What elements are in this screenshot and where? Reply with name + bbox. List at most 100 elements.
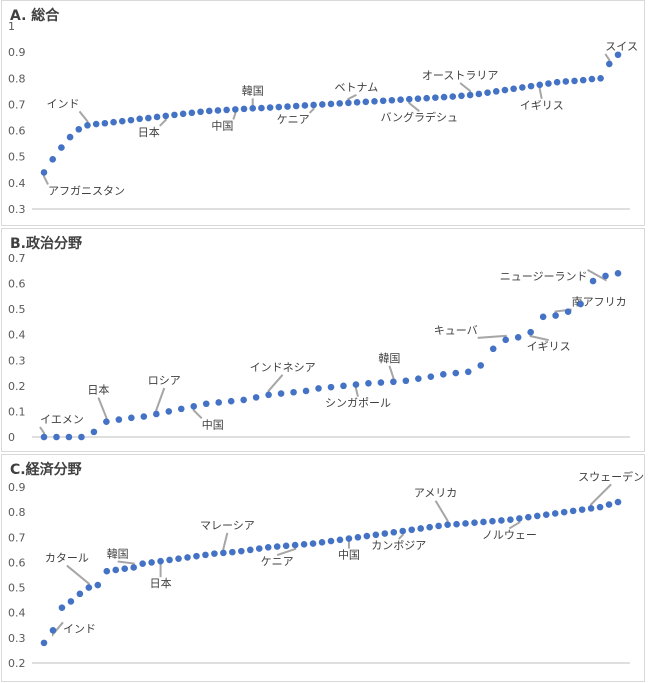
data-point — [414, 95, 422, 102]
data-point — [66, 133, 74, 141]
data-point — [284, 103, 291, 110]
data-point — [569, 507, 577, 515]
y-tick-label: 0.1 — [8, 405, 26, 418]
panel-title: B.政治分野 — [10, 236, 82, 252]
data-point — [264, 544, 272, 551]
data-point — [501, 86, 509, 94]
y-tick-label: 0.4 — [8, 177, 26, 190]
y-tick-label: 0.4 — [8, 329, 26, 342]
data-point — [215, 399, 222, 406]
data-point — [118, 117, 126, 125]
data-point — [252, 394, 260, 401]
data-point — [489, 345, 497, 353]
data-point — [112, 566, 120, 574]
data-point — [121, 565, 129, 573]
annotation-label: アフガニスタン — [48, 184, 125, 197]
data-point — [475, 90, 483, 98]
data-point — [229, 548, 236, 556]
data-point — [40, 433, 48, 441]
y-tick-label: 0.3 — [8, 632, 26, 645]
data-point — [507, 516, 514, 523]
data-point — [309, 540, 317, 547]
data-point — [462, 520, 469, 527]
annotation-label: スウェーデン — [578, 469, 644, 483]
data-point — [466, 91, 474, 99]
data-point — [502, 336, 509, 344]
annotation-label: オーストラリア — [422, 69, 498, 82]
data-point — [440, 371, 447, 378]
annotation-leader-line — [66, 564, 90, 588]
data-point — [202, 400, 210, 408]
data-point — [214, 107, 222, 114]
annotation-label: 韓国 — [107, 547, 129, 560]
annotation-label: カタール — [45, 552, 89, 565]
y-tick-label: 0.8 — [8, 506, 26, 519]
data-point — [302, 387, 310, 395]
data-point — [220, 549, 227, 557]
data-point — [153, 113, 161, 121]
data-point — [49, 156, 56, 163]
data-point — [390, 528, 398, 536]
data-point — [171, 111, 178, 119]
data-point — [597, 74, 604, 82]
panel-title: A. 総合 — [10, 8, 60, 24]
data-point — [536, 81, 544, 89]
data-point — [596, 503, 604, 511]
data-point — [166, 556, 173, 564]
data-point — [388, 96, 396, 104]
data-point — [379, 97, 387, 105]
annotation-leader-line — [477, 334, 507, 340]
annotation-label: ベトナム — [335, 81, 379, 94]
annotation-label: 日本 — [87, 383, 109, 397]
data-point — [578, 506, 586, 513]
data-point — [602, 272, 609, 280]
y-tick-label: 0 — [8, 431, 15, 444]
y-tick-label: 0.7 — [8, 252, 26, 265]
y-tick-label: 0.5 — [8, 303, 26, 316]
annotation-label: ケニア — [277, 113, 310, 126]
y-tick-label: 0.8 — [8, 72, 26, 85]
annotation-label: イギリス — [527, 340, 571, 353]
data-point — [477, 362, 485, 369]
data-point — [449, 93, 457, 100]
data-point — [551, 510, 559, 517]
y-tick-label: 0.9 — [8, 46, 26, 59]
data-point — [190, 403, 198, 410]
annotation-label: 南アフリカ — [572, 296, 627, 309]
data-point — [527, 328, 534, 336]
data-point — [579, 76, 587, 84]
data-point — [65, 433, 73, 441]
data-point — [184, 554, 191, 561]
data-point — [205, 107, 213, 115]
data-point — [90, 428, 98, 436]
data-point — [417, 525, 424, 532]
data-point — [336, 536, 344, 544]
annotation-label: 中国 — [202, 418, 224, 431]
data-point — [292, 102, 300, 110]
data-point — [614, 498, 622, 506]
annotation-label: バングラデシュ — [380, 110, 458, 124]
data-point — [318, 539, 326, 546]
data-point — [179, 110, 187, 118]
data-point — [139, 560, 146, 567]
data-point — [588, 75, 596, 83]
annotation-label: ノルウェー — [482, 528, 537, 541]
annotation-label: 中国 — [211, 119, 233, 132]
data-point — [140, 413, 148, 420]
y-tick-label: 0.3 — [8, 203, 26, 216]
annotation-label: 日本 — [150, 576, 172, 590]
data-point — [327, 100, 335, 108]
annotation-leader-line — [97, 397, 108, 422]
y-tick-label: 1 — [8, 20, 15, 33]
data-point — [444, 521, 451, 529]
data-point — [85, 584, 93, 591]
data-point — [452, 369, 460, 377]
data-point — [471, 519, 478, 527]
data-point — [427, 373, 435, 380]
data-point — [75, 125, 83, 133]
data-point — [148, 559, 155, 566]
data-point — [315, 385, 322, 392]
data-point — [175, 555, 182, 562]
y-tick-label: 0.5 — [8, 582, 26, 595]
